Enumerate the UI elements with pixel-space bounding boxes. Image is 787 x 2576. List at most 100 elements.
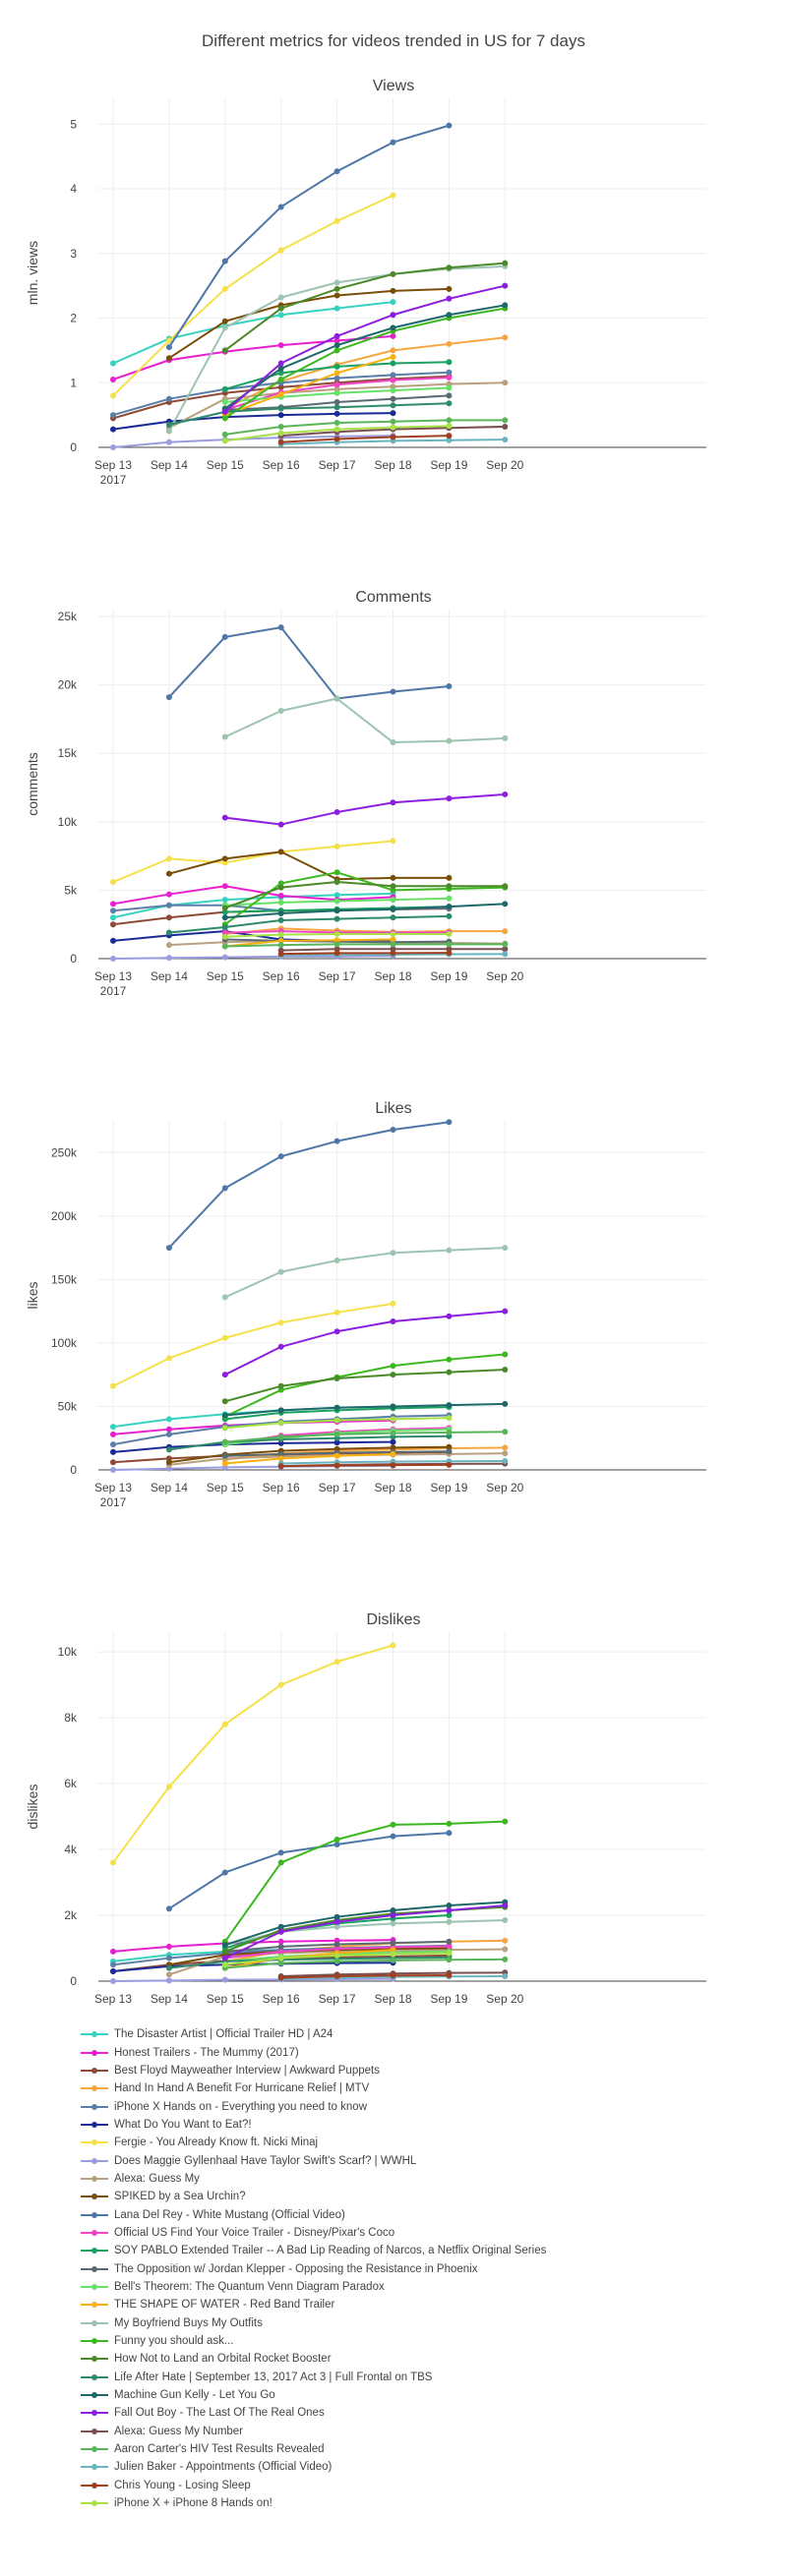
data-point: [333, 1309, 340, 1316]
series-path: [280, 952, 450, 956]
data-point: [502, 1308, 509, 1315]
legend-item[interactable]: Life After Hate | September 13, 2017 Act…: [81, 2369, 769, 2386]
data-point: [277, 376, 284, 382]
data-point: [333, 1842, 340, 1848]
legend-swatch: [81, 2137, 108, 2147]
legend-item[interactable]: Official US Find Your Voice Trailer - Di…: [81, 2224, 769, 2242]
data-point: [221, 897, 228, 904]
series-line: [165, 1830, 453, 1912]
legend-item[interactable]: Fergie - You Already Know ft. Nicki Mina…: [81, 2134, 769, 2151]
data-point: [390, 192, 396, 199]
data-point: [333, 292, 340, 299]
data-point: [390, 1833, 396, 1840]
data-point: [502, 1450, 509, 1457]
y-tick-label: 10k: [58, 815, 78, 829]
legend-item[interactable]: Machine Gun Kelly - Let You Go: [81, 2386, 769, 2404]
data-point: [390, 1912, 396, 1919]
x-tick-label: Sep 13: [94, 969, 132, 983]
series-line: [221, 1450, 396, 1467]
data-point: [221, 1948, 228, 1955]
data-point: [390, 312, 396, 319]
x-tick-label: Sep 17: [319, 458, 356, 472]
legend-item[interactable]: Hand In Hand A Benefit For Hurricane Rel…: [81, 2079, 769, 2097]
series-path: [224, 943, 506, 948]
series-line: [110, 1642, 396, 1866]
legend-swatch: [81, 2156, 108, 2166]
series-line: [277, 950, 453, 958]
legend-item[interactable]: iPhone X Hands on - Everything you need …: [81, 2097, 769, 2115]
legend-item[interactable]: Alexa: Guess My: [81, 2170, 769, 2188]
legend-item[interactable]: SOY PABLO Extended Trailer -- A Bad Lip …: [81, 2242, 769, 2259]
data-point: [221, 408, 228, 415]
data-point: [390, 139, 396, 146]
legend-item[interactable]: Does Maggie Gyllenhaal Have Taylor Swift…: [81, 2151, 769, 2169]
legend-swatch: [81, 2210, 108, 2220]
legend-label: Honest Trailers - The Mummy (2017): [114, 2046, 299, 2059]
series-path: [224, 697, 506, 744]
data-point: [277, 910, 284, 917]
x-tick-label: Sep 16: [263, 458, 300, 472]
data-point: [446, 941, 453, 948]
legend-item[interactable]: Alexa: Guess My Number: [81, 2423, 769, 2440]
legend-label: Official US Find Your Voice Trailer - Di…: [114, 2226, 395, 2239]
series-path: [223, 1820, 506, 1943]
series-line: [165, 849, 453, 883]
legend-item[interactable]: Best Floyd Mayweather Interview | Awkwar…: [81, 2062, 769, 2079]
series-line: [221, 941, 509, 950]
data-point: [390, 1920, 396, 1927]
legend-item[interactable]: SPIKED by a Sea Urchin?: [81, 2188, 769, 2205]
series-path: [224, 1431, 506, 1443]
data-point: [446, 417, 453, 424]
data-point: [446, 1943, 453, 1950]
series-line: [221, 1351, 509, 1420]
data-point: [333, 285, 340, 292]
legend-item[interactable]: How Not to Land an Orbital Rocket Booste…: [81, 2350, 769, 2368]
data-point: [333, 436, 340, 442]
legend-item[interactable]: Aaron Carter's HIV Test Results Revealed: [81, 2440, 769, 2458]
legend-item[interactable]: Bell's Theorem: The Quantum Venn Diagram…: [81, 2278, 769, 2296]
data-point: [502, 1351, 509, 1358]
legend-item[interactable]: iPhone X + iPhone 8 Hands on!: [81, 2494, 769, 2512]
legend-swatch: [81, 2390, 108, 2400]
data-point: [333, 879, 340, 886]
data-point: [333, 398, 340, 405]
legend-item[interactable]: Julien Baker - Appointments (Official Vi…: [81, 2458, 769, 2476]
series-path: [224, 1369, 506, 1403]
data-point: [446, 874, 453, 881]
data-point: [333, 1659, 340, 1666]
data-point: [390, 270, 396, 277]
data-point: [502, 1946, 509, 1953]
data-point: [165, 1245, 172, 1252]
data-point: [221, 908, 228, 915]
data-point: [502, 1902, 509, 1908]
series-path: [280, 1463, 450, 1468]
legend-item[interactable]: My Boyfriend Buys My Outfits: [81, 2314, 769, 2332]
x-tick-label: Sep 20: [486, 458, 523, 472]
legend-item[interactable]: The Disaster Artist | Official Trailer H…: [81, 2025, 769, 2043]
data-point: [446, 1918, 453, 1925]
data-point: [446, 122, 453, 129]
data-point: [502, 928, 509, 935]
legend-item[interactable]: Chris Young - Losing Sleep: [81, 2477, 769, 2494]
legend-item[interactable]: What Do You Want to Eat?!: [81, 2116, 769, 2134]
data-point: [390, 946, 396, 953]
legend-swatch: [81, 2174, 108, 2184]
data-point: [277, 899, 284, 906]
legend-item[interactable]: Fall Out Boy - The Last Of The Real Ones: [81, 2404, 769, 2422]
legend-item[interactable]: THE SHAPE OF WATER - Red Band Trailer: [81, 2296, 769, 2313]
legend-item[interactable]: The Opposition w/ Jordan Klepper - Oppos…: [81, 2259, 769, 2277]
legend-item[interactable]: Honest Trailers - The Mummy (2017): [81, 2043, 769, 2061]
data-point: [446, 400, 453, 407]
legend-item[interactable]: Lana Del Rey - White Mustang (Official V…: [81, 2205, 769, 2223]
chart-views: Views 0 1 2 3 4 5 Sep 13 Sep 14 Sep 15 Sep 16 Sep 1…: [25, 78, 706, 487]
legend-swatch: [81, 2029, 108, 2039]
y-tick-label: 6k: [64, 1777, 78, 1790]
x-tick-label: Sep 13: [94, 1481, 132, 1494]
legend-item[interactable]: Funny you should ask...: [81, 2332, 769, 2350]
data-point: [333, 1328, 340, 1335]
data-point: [110, 1967, 116, 1974]
legend-swatch: [81, 2444, 108, 2454]
series-path: [280, 435, 450, 443]
data-point: [390, 287, 396, 294]
data-point: [333, 695, 340, 702]
